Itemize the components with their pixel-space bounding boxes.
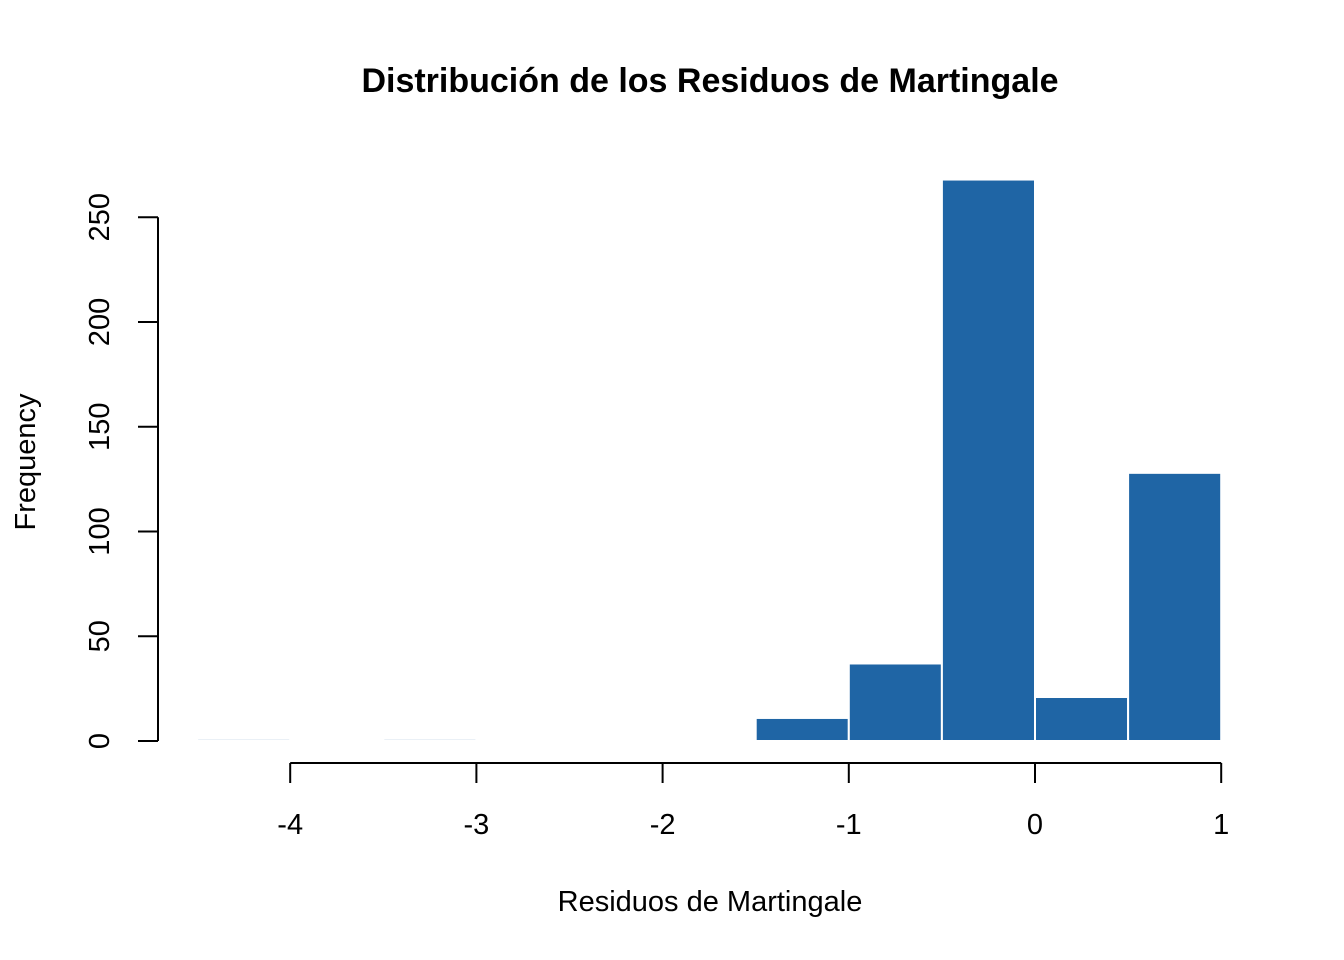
histogram-bar-6 — [754, 716, 850, 743]
chart-title: Distribución de los Residuos de Martinga… — [361, 62, 1058, 100]
x-axis: -4 -3 -2 -1 0 1 — [277, 762, 1229, 841]
y-tick-label-3: 150 — [84, 403, 116, 451]
y-axis: 0 50 100 150 200 250 — [84, 193, 159, 749]
histogram-bar-0 — [196, 737, 292, 743]
y-tick-label-0: 0 — [84, 733, 116, 749]
x-tick-label-5: 1 — [1213, 809, 1229, 841]
x-axis-label: Residuos de Martingale — [558, 886, 863, 918]
x-tick-label-1: -3 — [464, 809, 490, 841]
y-tick-label-2: 100 — [84, 507, 116, 555]
x-tick-label-0: -4 — [277, 809, 303, 841]
histogram-bar-2 — [382, 737, 478, 743]
y-tick-label-5: 250 — [84, 193, 116, 241]
bars-group — [196, 178, 1223, 743]
histogram-bar-10 — [1127, 471, 1223, 742]
histogram-bar-7 — [847, 662, 943, 742]
x-tick-label-4: 0 — [1027, 809, 1043, 841]
histogram-bar-9 — [1034, 696, 1130, 743]
x-tick-label-2: -2 — [650, 809, 676, 841]
histogram-bar-8 — [940, 178, 1037, 743]
y-tick-label-4: 200 — [84, 298, 116, 346]
y-tick-label-1: 50 — [84, 620, 116, 652]
x-tick-label-3: -1 — [836, 809, 862, 841]
y-axis-label: Frequency — [10, 393, 42, 531]
